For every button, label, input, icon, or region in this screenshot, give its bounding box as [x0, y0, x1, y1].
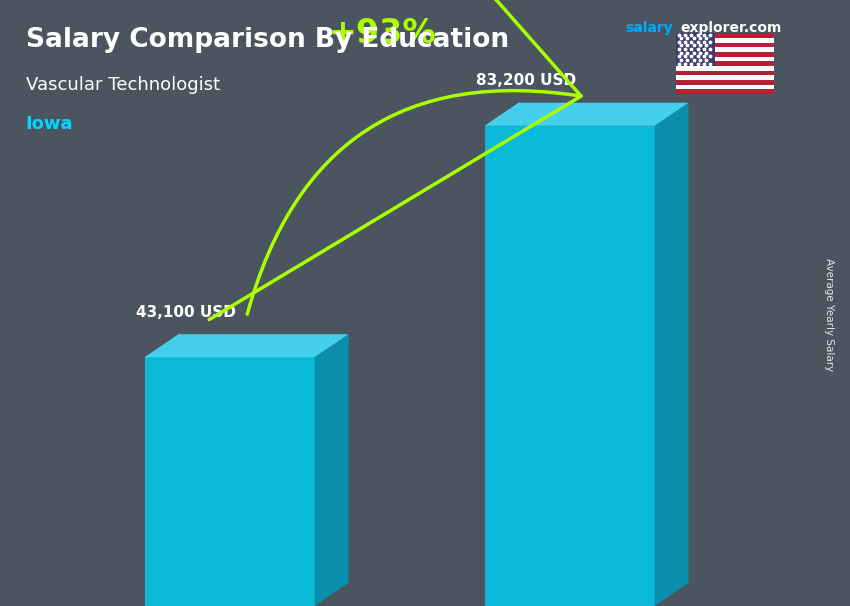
- Bar: [676, 71, 774, 75]
- Polygon shape: [314, 334, 348, 606]
- Bar: [676, 52, 774, 56]
- Text: explorer.com: explorer.com: [680, 21, 781, 35]
- Polygon shape: [484, 126, 654, 606]
- Bar: [676, 38, 774, 42]
- FancyArrowPatch shape: [209, 0, 581, 319]
- Text: Average Yearly Salary: Average Yearly Salary: [824, 259, 834, 371]
- Polygon shape: [654, 103, 688, 606]
- Bar: [676, 89, 774, 94]
- Polygon shape: [144, 334, 348, 358]
- Text: +93%: +93%: [329, 17, 436, 50]
- Bar: [676, 56, 774, 61]
- Text: 43,100 USD: 43,100 USD: [136, 305, 235, 320]
- Bar: [676, 66, 774, 71]
- Bar: [676, 75, 774, 80]
- Polygon shape: [484, 103, 688, 126]
- Text: salary: salary: [625, 21, 672, 35]
- Bar: [676, 42, 774, 47]
- Bar: [676, 33, 715, 66]
- Bar: [676, 61, 774, 66]
- Text: Salary Comparison By Education: Salary Comparison By Education: [26, 27, 508, 53]
- Text: Iowa: Iowa: [26, 115, 73, 133]
- Bar: [676, 33, 774, 38]
- Bar: [676, 80, 774, 85]
- Polygon shape: [144, 358, 314, 606]
- Text: 83,200 USD: 83,200 USD: [476, 73, 576, 88]
- Bar: [676, 47, 774, 52]
- Bar: [676, 85, 774, 89]
- Text: Vascular Technologist: Vascular Technologist: [26, 76, 219, 94]
